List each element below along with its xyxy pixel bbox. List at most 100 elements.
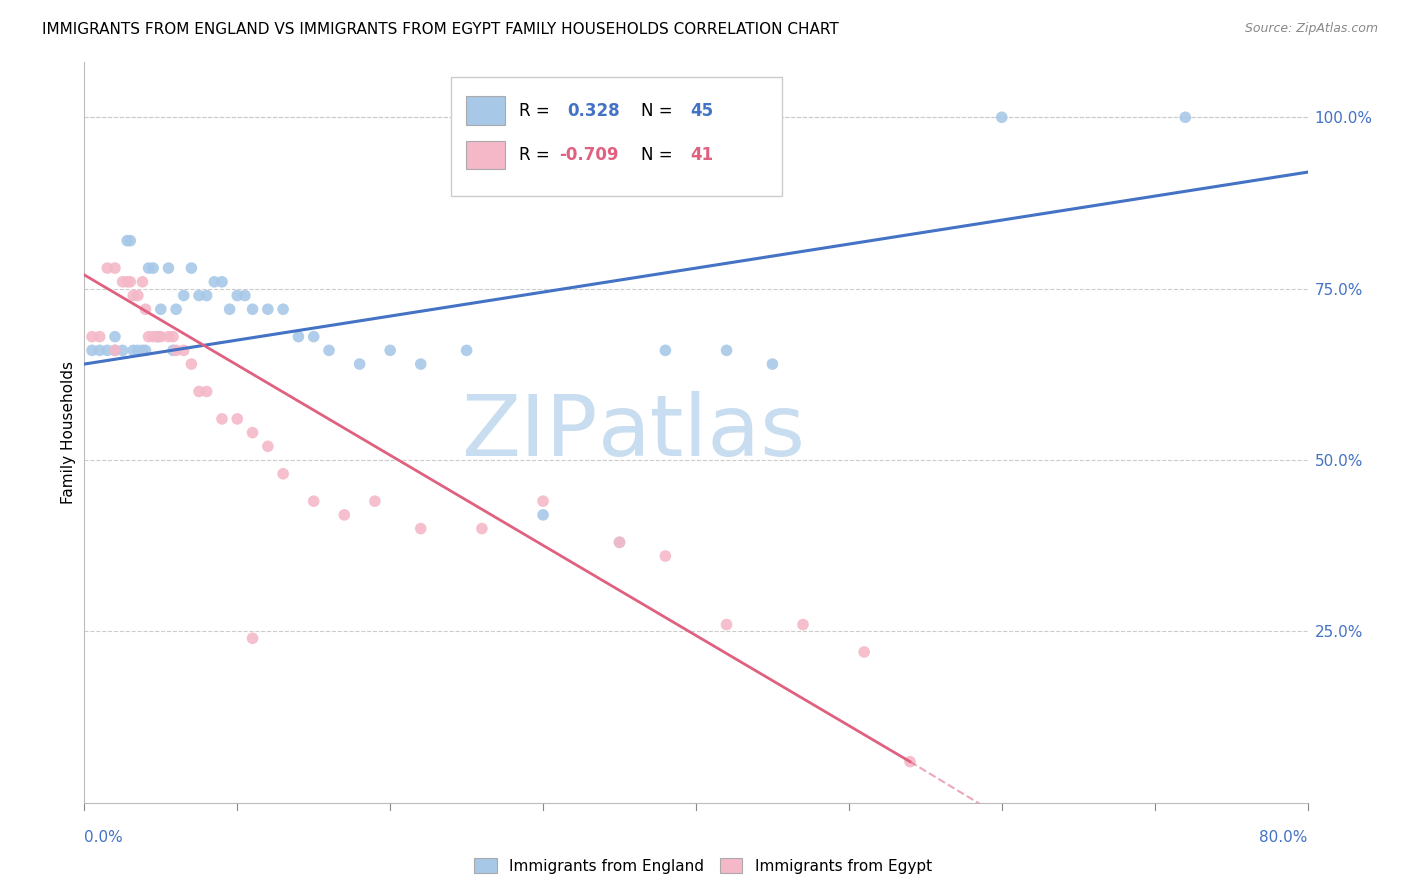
Point (233, 288, 256, 302)
Text: R =: R = (519, 102, 554, 120)
Text: 41: 41 (690, 146, 713, 164)
Point (188, 384, 211, 399)
Point (104, 261, 127, 276)
Point (409, 357, 432, 371)
Point (991, 110, 1014, 124)
Point (531, 508, 554, 522)
Point (471, 522, 494, 536)
Point (115, 234, 138, 248)
Text: 45: 45 (690, 102, 713, 120)
Point (165, 302, 187, 317)
Point (115, 275, 138, 289)
Point (218, 302, 240, 317)
Point (1174, 110, 1197, 124)
Y-axis label: Family Households: Family Households (60, 361, 76, 504)
Point (202, 275, 225, 289)
Point (257, 439, 280, 453)
Point (195, 288, 218, 302)
Point (131, 343, 153, 358)
Point (142, 329, 165, 343)
Point (96, 343, 118, 358)
Point (716, 343, 738, 358)
Point (302, 494, 325, 508)
Point (211, 412, 233, 426)
Point (180, 261, 202, 276)
Point (157, 261, 180, 276)
Point (111, 343, 134, 358)
FancyBboxPatch shape (465, 96, 505, 125)
Point (162, 329, 184, 343)
Point (149, 302, 172, 317)
Point (173, 288, 195, 302)
Point (131, 275, 153, 289)
Text: 80.0%: 80.0% (1260, 830, 1308, 846)
Point (195, 384, 218, 399)
Point (120, 275, 142, 289)
Point (96, 261, 118, 276)
Point (226, 412, 249, 426)
Point (242, 425, 264, 440)
Point (120, 234, 142, 248)
FancyBboxPatch shape (451, 78, 782, 195)
Point (211, 275, 233, 289)
Point (157, 329, 180, 343)
Point (792, 617, 814, 632)
Point (456, 343, 478, 358)
Text: N =: N = (641, 146, 678, 164)
Point (138, 329, 160, 343)
Point (271, 302, 294, 317)
Point (80, 343, 103, 358)
Point (104, 329, 127, 343)
Point (242, 632, 264, 646)
Point (127, 288, 149, 302)
Point (654, 549, 676, 563)
Point (180, 357, 202, 371)
Text: ZIP: ZIP (461, 391, 598, 475)
Point (898, 755, 921, 769)
Point (853, 645, 876, 659)
Point (173, 343, 195, 358)
Point (135, 302, 157, 317)
Text: 0.328: 0.328 (568, 102, 620, 120)
Point (149, 329, 172, 343)
Point (122, 288, 145, 302)
Point (165, 343, 187, 358)
Point (654, 343, 676, 358)
Point (104, 343, 127, 358)
Point (409, 522, 432, 536)
Point (89, 329, 111, 343)
Text: N =: N = (641, 102, 678, 120)
Point (716, 617, 738, 632)
Point (146, 329, 169, 343)
Text: R =: R = (519, 146, 554, 164)
Text: atlas: atlas (598, 391, 806, 475)
Point (162, 343, 184, 358)
Point (257, 302, 280, 317)
Point (609, 535, 631, 549)
Point (531, 494, 554, 508)
Point (609, 535, 631, 549)
FancyBboxPatch shape (465, 141, 505, 169)
Point (146, 329, 169, 343)
Point (380, 343, 402, 358)
Point (349, 357, 371, 371)
Legend: Immigrants from England, Immigrants from Egypt: Immigrants from England, Immigrants from… (468, 852, 938, 880)
Point (287, 329, 309, 343)
Point (138, 261, 160, 276)
Point (333, 508, 356, 522)
Text: Source: ZipAtlas.com: Source: ZipAtlas.com (1244, 22, 1378, 36)
Point (142, 261, 165, 276)
Point (135, 343, 157, 358)
Point (89, 343, 111, 358)
Point (761, 357, 783, 371)
Text: 0.0%: 0.0% (84, 830, 124, 846)
Text: IMMIGRANTS FROM ENGLAND VS IMMIGRANTS FROM EGYPT FAMILY HOUSEHOLDS CORRELATION C: IMMIGRANTS FROM ENGLAND VS IMMIGRANTS FR… (42, 22, 839, 37)
Point (302, 329, 325, 343)
Point (111, 275, 134, 289)
Text: -0.709: -0.709 (560, 146, 619, 164)
Point (242, 302, 264, 317)
Point (104, 343, 127, 358)
Point (80, 329, 103, 343)
Point (122, 343, 145, 358)
Point (271, 467, 294, 481)
